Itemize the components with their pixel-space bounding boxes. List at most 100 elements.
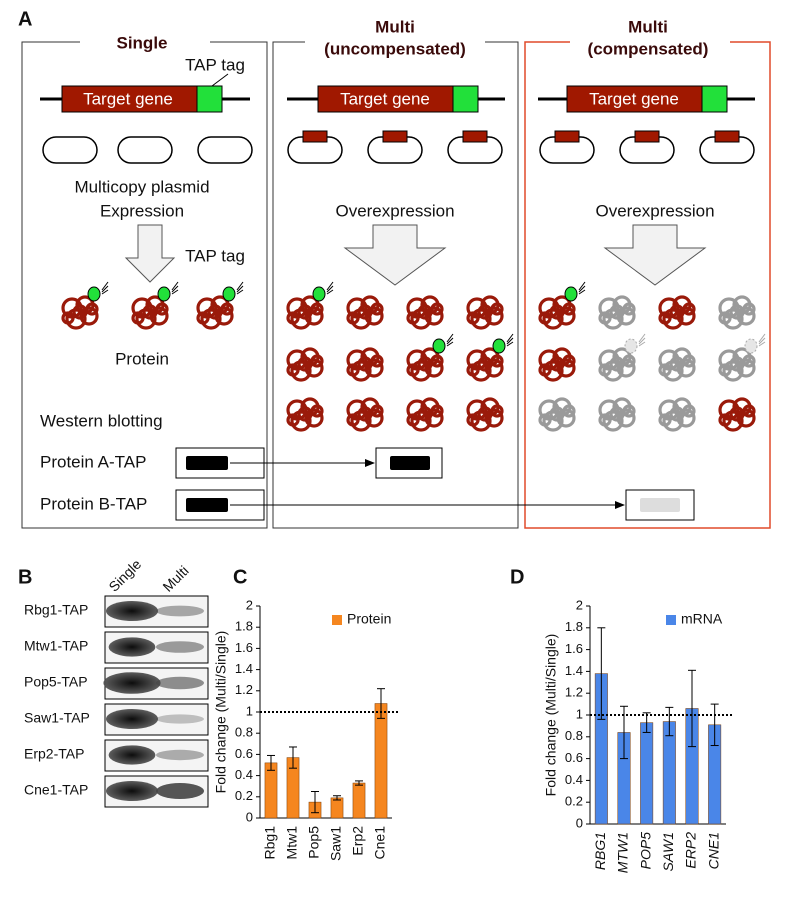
blot-panel: Rbg1-TAP Mtw1-TAP Pop5-TAP Saw1-TAP Erp2-TAP… bbox=[24, 595, 209, 808]
protein-coil bbox=[364, 408, 384, 428]
bar bbox=[662, 721, 676, 825]
panel-label: C bbox=[233, 566, 247, 588]
protein-coil bbox=[346, 413, 360, 427]
tap-tag bbox=[312, 286, 326, 302]
protein-illustrations bbox=[42, 130, 766, 432]
protein-coil bbox=[729, 406, 745, 422]
x-tick-label: RBG1 bbox=[592, 832, 608, 870]
protein-coil bbox=[297, 356, 313, 372]
protein-coil bbox=[196, 311, 210, 325]
y-tick-label: 1 bbox=[246, 703, 253, 718]
y-tick-label: 0.6 bbox=[565, 750, 583, 765]
gene-label: Target gene bbox=[83, 89, 173, 108]
protein-coil bbox=[466, 311, 480, 325]
legend-label: Protein bbox=[347, 611, 391, 627]
protein-coil bbox=[214, 306, 234, 326]
protein-coil bbox=[658, 363, 672, 377]
protein-coil bbox=[370, 354, 384, 368]
protein bbox=[658, 347, 696, 382]
protein-coil bbox=[430, 302, 444, 316]
error-bar bbox=[642, 712, 651, 733]
column-title: (uncompensated) bbox=[324, 39, 466, 58]
protein-coil bbox=[142, 304, 158, 320]
protein-coil bbox=[622, 354, 636, 368]
protein bbox=[406, 347, 444, 382]
y-tick-label: 0.2 bbox=[235, 788, 253, 803]
x-tick-label: Cne1 bbox=[372, 826, 388, 860]
plasmid bbox=[42, 136, 98, 164]
protein-coil bbox=[286, 363, 300, 377]
protein-coil bbox=[598, 413, 612, 427]
y-tick-label: 1.8 bbox=[565, 619, 583, 634]
x-tick-label: MTW1 bbox=[615, 832, 631, 873]
tag-ray bbox=[101, 281, 109, 291]
protein-label: Protein bbox=[115, 349, 169, 368]
tap-tag bbox=[564, 286, 578, 302]
blot-band bbox=[156, 714, 204, 724]
protein bbox=[718, 295, 756, 330]
tag-ray bbox=[326, 285, 334, 293]
protein bbox=[598, 347, 636, 382]
protein bbox=[196, 295, 234, 330]
protein-coil bbox=[682, 354, 696, 368]
plasmid-insert bbox=[382, 130, 408, 143]
blot-band bbox=[108, 745, 156, 765]
tag-ray bbox=[506, 337, 514, 345]
protein-coil bbox=[718, 311, 732, 325]
protein-coil bbox=[477, 406, 493, 422]
caption: Overexpression bbox=[335, 201, 454, 220]
protein-coil bbox=[658, 413, 672, 427]
bar bbox=[264, 762, 278, 819]
error-bar bbox=[289, 746, 297, 769]
protein-coil bbox=[609, 304, 625, 320]
protein bbox=[658, 397, 696, 432]
column-frame bbox=[524, 41, 771, 529]
title-mask bbox=[80, 32, 210, 52]
y-axis-label: Fold change (Multi/Single) bbox=[213, 631, 229, 794]
tag-ray bbox=[236, 289, 244, 295]
x-tick-label: Pop5 bbox=[306, 826, 322, 859]
error-bar bbox=[665, 706, 674, 737]
protein-coil bbox=[357, 406, 373, 422]
protein-coil bbox=[310, 354, 324, 368]
y-tick-label: 2 bbox=[246, 597, 253, 612]
blot-row-label: Erp2-TAP bbox=[24, 746, 84, 762]
tag-ray bbox=[446, 337, 454, 345]
protein-coil bbox=[310, 302, 324, 316]
protein-coil bbox=[61, 311, 75, 325]
tag-ray bbox=[171, 289, 179, 295]
tag-label: TAP tag bbox=[185, 55, 245, 74]
legend-swatch bbox=[666, 615, 676, 625]
protein-coil bbox=[304, 408, 324, 428]
panel-label: A bbox=[18, 8, 32, 30]
protein-coil bbox=[729, 356, 745, 372]
lane-label: Multi bbox=[159, 563, 191, 595]
protein-coil bbox=[72, 304, 88, 320]
plasmid-insert bbox=[554, 130, 580, 143]
tap-tag bbox=[432, 338, 446, 354]
protein-coil bbox=[131, 311, 145, 325]
protein bbox=[346, 397, 384, 432]
protein bbox=[286, 295, 324, 330]
protein-coil bbox=[622, 302, 636, 316]
panel-label: B bbox=[18, 566, 32, 588]
error-bar bbox=[597, 627, 606, 720]
x-tick-label: Rbg1 bbox=[262, 826, 278, 860]
y-tick-label: 0 bbox=[576, 815, 583, 830]
protein-coil bbox=[556, 306, 576, 326]
plasmid-insert bbox=[462, 130, 488, 143]
tag-ray bbox=[171, 281, 179, 291]
panel-label: D bbox=[510, 566, 524, 588]
protein bbox=[406, 295, 444, 330]
x-tick-label: Erp2 bbox=[350, 826, 366, 856]
protein-coil bbox=[310, 404, 324, 418]
protein-coil bbox=[562, 302, 576, 316]
protein bbox=[658, 295, 696, 330]
protein-coil bbox=[669, 406, 685, 422]
protein-coil bbox=[676, 358, 696, 378]
protein-coil bbox=[622, 404, 636, 418]
protein-coil bbox=[430, 404, 444, 418]
protein-coil bbox=[346, 311, 360, 325]
protein-coil bbox=[430, 354, 444, 368]
